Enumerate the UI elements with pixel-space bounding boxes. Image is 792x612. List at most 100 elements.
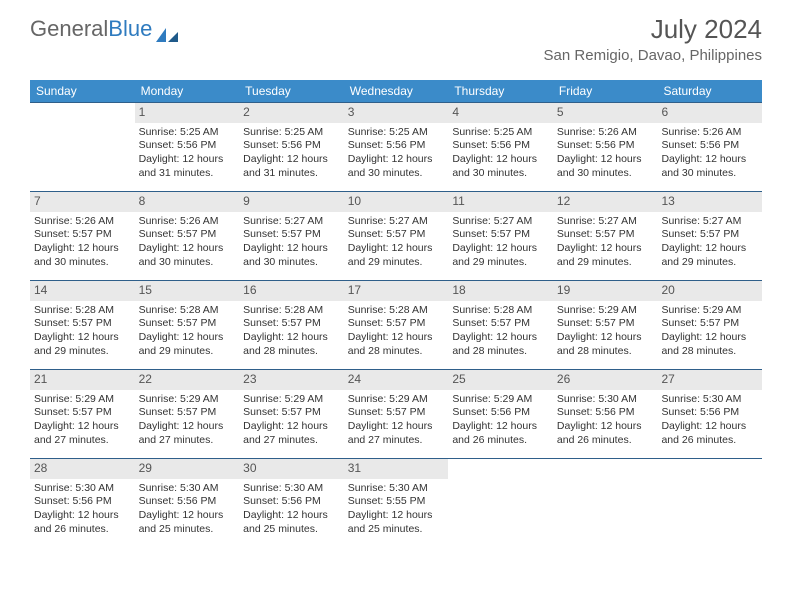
- day-cell: 31Sunrise: 5:30 AMSunset: 5:55 PMDayligh…: [344, 459, 449, 547]
- daylight-text: Daylight: 12 hours: [348, 420, 445, 434]
- day-number: 11: [448, 192, 553, 212]
- sunset-text: Sunset: 5:57 PM: [34, 228, 131, 242]
- sunrise-text: Sunrise: 5:29 AM: [348, 393, 445, 407]
- sunrise-text: Sunrise: 5:30 AM: [139, 482, 236, 496]
- day-cell: 13Sunrise: 5:27 AMSunset: 5:57 PMDayligh…: [657, 192, 762, 280]
- day-cell: 17Sunrise: 5:28 AMSunset: 5:57 PMDayligh…: [344, 281, 449, 369]
- daylight-text: and 29 minutes.: [557, 256, 654, 270]
- brand-logo: GeneralBlue: [30, 16, 178, 42]
- sunset-text: Sunset: 5:56 PM: [348, 139, 445, 153]
- daylight-text: Daylight: 12 hours: [243, 331, 340, 345]
- sunrise-text: Sunrise: 5:28 AM: [243, 304, 340, 318]
- daylight-text: Daylight: 12 hours: [139, 331, 236, 345]
- day-cell: 8Sunrise: 5:26 AMSunset: 5:57 PMDaylight…: [135, 192, 240, 280]
- sunrise-text: Sunrise: 5:29 AM: [452, 393, 549, 407]
- day-cell: 10Sunrise: 5:27 AMSunset: 5:57 PMDayligh…: [344, 192, 449, 280]
- daylight-text: and 26 minutes.: [452, 434, 549, 448]
- day-cell: 3Sunrise: 5:25 AMSunset: 5:56 PMDaylight…: [344, 103, 449, 191]
- daylight-text: Daylight: 12 hours: [34, 420, 131, 434]
- weekday-header: Monday: [135, 80, 240, 102]
- header-right: July 2024 San Remigio, Davao, Philippine…: [544, 14, 762, 64]
- day-number: 12: [553, 192, 658, 212]
- sunset-text: Sunset: 5:56 PM: [452, 406, 549, 420]
- day-cell: 27Sunrise: 5:30 AMSunset: 5:56 PMDayligh…: [657, 370, 762, 458]
- sunrise-text: Sunrise: 5:30 AM: [557, 393, 654, 407]
- daylight-text: and 29 minutes.: [34, 345, 131, 359]
- day-number: 7: [30, 192, 135, 212]
- sunset-text: Sunset: 5:57 PM: [348, 317, 445, 331]
- weekday-header: Tuesday: [239, 80, 344, 102]
- day-cell: 26Sunrise: 5:30 AMSunset: 5:56 PMDayligh…: [553, 370, 658, 458]
- day-number: 28: [30, 459, 135, 479]
- sunrise-text: Sunrise: 5:29 AM: [557, 304, 654, 318]
- sunset-text: Sunset: 5:57 PM: [139, 228, 236, 242]
- day-cell: 24Sunrise: 5:29 AMSunset: 5:57 PMDayligh…: [344, 370, 449, 458]
- month-title: July 2024: [544, 14, 762, 45]
- sunrise-text: Sunrise: 5:27 AM: [661, 215, 758, 229]
- location-text: San Remigio, Davao, Philippines: [544, 47, 762, 64]
- daylight-text: and 29 minutes.: [139, 345, 236, 359]
- sunset-text: Sunset: 5:57 PM: [139, 406, 236, 420]
- daylight-text: and 27 minutes.: [348, 434, 445, 448]
- day-cell: 18Sunrise: 5:28 AMSunset: 5:57 PMDayligh…: [448, 281, 553, 369]
- daylight-text: and 30 minutes.: [557, 167, 654, 181]
- daylight-text: and 28 minutes.: [661, 345, 758, 359]
- day-cell: 23Sunrise: 5:29 AMSunset: 5:57 PMDayligh…: [239, 370, 344, 458]
- sunset-text: Sunset: 5:57 PM: [34, 406, 131, 420]
- weekday-header: Sunday: [30, 80, 135, 102]
- daylight-text: Daylight: 12 hours: [348, 242, 445, 256]
- sunset-text: Sunset: 5:56 PM: [557, 406, 654, 420]
- sunset-text: Sunset: 5:56 PM: [661, 406, 758, 420]
- sunrise-text: Sunrise: 5:27 AM: [348, 215, 445, 229]
- day-cell: 14Sunrise: 5:28 AMSunset: 5:57 PMDayligh…: [30, 281, 135, 369]
- sunrise-text: Sunrise: 5:25 AM: [243, 126, 340, 140]
- daylight-text: Daylight: 12 hours: [34, 509, 131, 523]
- daylight-text: and 31 minutes.: [243, 167, 340, 181]
- daylight-text: Daylight: 12 hours: [34, 242, 131, 256]
- sunset-text: Sunset: 5:57 PM: [243, 406, 340, 420]
- sunset-text: Sunset: 5:57 PM: [243, 228, 340, 242]
- sunset-text: Sunset: 5:57 PM: [452, 317, 549, 331]
- day-number: 15: [135, 281, 240, 301]
- daylight-text: and 30 minutes.: [243, 256, 340, 270]
- sunrise-text: Sunrise: 5:27 AM: [452, 215, 549, 229]
- day-number: 2: [239, 103, 344, 123]
- sunset-text: Sunset: 5:57 PM: [557, 317, 654, 331]
- day-cell: 30Sunrise: 5:30 AMSunset: 5:56 PMDayligh…: [239, 459, 344, 547]
- day-number: 13: [657, 192, 762, 212]
- daylight-text: and 30 minutes.: [452, 167, 549, 181]
- weekday-header: Wednesday: [344, 80, 449, 102]
- day-number: 14: [30, 281, 135, 301]
- daylight-text: Daylight: 12 hours: [139, 153, 236, 167]
- day-number: 8: [135, 192, 240, 212]
- sunset-text: Sunset: 5:57 PM: [34, 317, 131, 331]
- daylight-text: Daylight: 12 hours: [139, 420, 236, 434]
- sunrise-text: Sunrise: 5:30 AM: [243, 482, 340, 496]
- week-row: 7Sunrise: 5:26 AMSunset: 5:57 PMDaylight…: [30, 191, 762, 280]
- sunrise-text: Sunrise: 5:28 AM: [139, 304, 236, 318]
- sunrise-text: Sunrise: 5:26 AM: [557, 126, 654, 140]
- sunset-text: Sunset: 5:56 PM: [34, 495, 131, 509]
- daylight-text: and 25 minutes.: [348, 523, 445, 537]
- sunrise-text: Sunrise: 5:26 AM: [34, 215, 131, 229]
- sunrise-text: Sunrise: 5:30 AM: [34, 482, 131, 496]
- sunset-text: Sunset: 5:57 PM: [557, 228, 654, 242]
- daylight-text: Daylight: 12 hours: [243, 420, 340, 434]
- sunset-text: Sunset: 5:57 PM: [348, 228, 445, 242]
- daylight-text: Daylight: 12 hours: [348, 331, 445, 345]
- sunrise-text: Sunrise: 5:30 AM: [348, 482, 445, 496]
- sunset-text: Sunset: 5:57 PM: [243, 317, 340, 331]
- day-number: 16: [239, 281, 344, 301]
- sunrise-text: Sunrise: 5:29 AM: [661, 304, 758, 318]
- day-cell: [30, 103, 135, 191]
- daylight-text: and 29 minutes.: [348, 256, 445, 270]
- day-cell: 6Sunrise: 5:26 AMSunset: 5:56 PMDaylight…: [657, 103, 762, 191]
- sunset-text: Sunset: 5:56 PM: [452, 139, 549, 153]
- weekday-header: Friday: [553, 80, 658, 102]
- daylight-text: and 27 minutes.: [34, 434, 131, 448]
- daylight-text: Daylight: 12 hours: [557, 331, 654, 345]
- day-number: 26: [553, 370, 658, 390]
- sunset-text: Sunset: 5:57 PM: [452, 228, 549, 242]
- daylight-text: Daylight: 12 hours: [557, 153, 654, 167]
- sunset-text: Sunset: 5:56 PM: [557, 139, 654, 153]
